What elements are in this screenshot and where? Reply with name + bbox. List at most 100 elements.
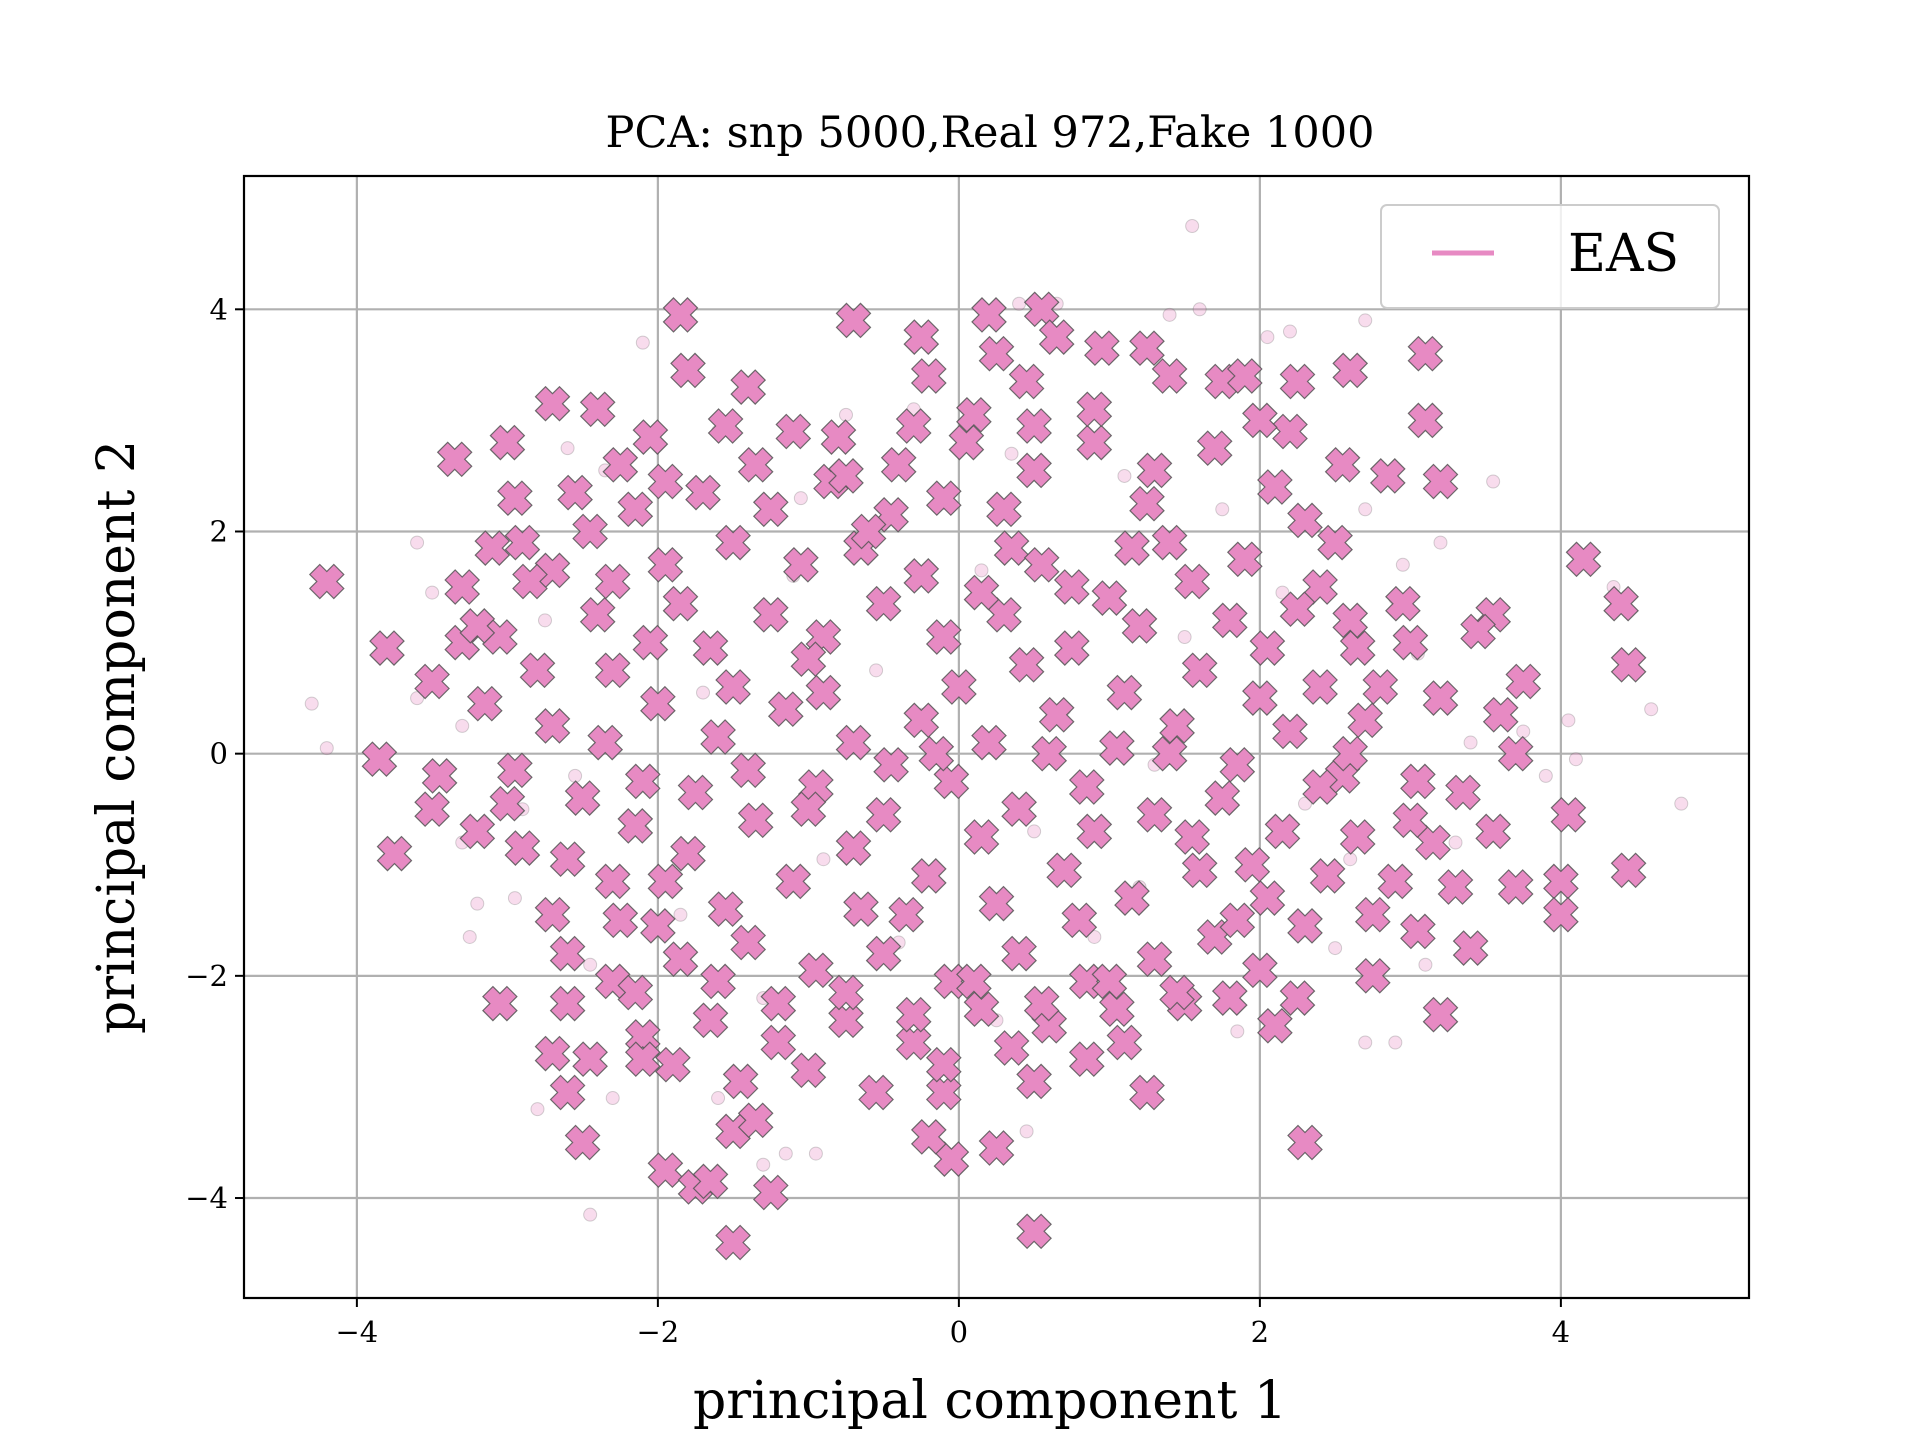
fake-point-243 — [1392, 624, 1429, 661]
fake-point-179 — [1242, 952, 1278, 989]
fake-point-160 — [1181, 852, 1218, 889]
fake-point-49 — [1038, 319, 1075, 355]
fake-point-263 — [670, 835, 706, 872]
fake-point-138 — [971, 724, 1007, 761]
real-point-74 — [869, 663, 884, 678]
fake-point-146 — [564, 780, 601, 816]
real-point-79 — [1463, 735, 1478, 750]
real-point-39 — [711, 1091, 726, 1106]
fake-point-21 — [482, 985, 518, 1022]
fake-point-238 — [1400, 913, 1436, 950]
fake-point-40 — [662, 297, 699, 333]
fake-point-58 — [1332, 352, 1369, 389]
fake-point-252 — [850, 513, 887, 550]
fake-point-254 — [1129, 485, 1165, 522]
fake-point-83 — [1287, 1124, 1323, 1161]
real-point-17 — [462, 929, 477, 944]
plot-area — [242, 174, 1751, 1300]
fake-point-134 — [1219, 746, 1256, 783]
fake-point-239 — [1437, 869, 1474, 905]
x-tick-label-0: −4 — [336, 1315, 379, 1349]
fake-point-59 — [1407, 335, 1444, 372]
fake-point-143 — [640, 685, 676, 722]
y-tick-label-4: 4 — [210, 292, 228, 326]
fake-point-79 — [1475, 813, 1512, 850]
real-point-27 — [1433, 535, 1448, 550]
real-point-42 — [583, 957, 598, 972]
fake-point-97 — [1445, 774, 1481, 811]
fake-point-53 — [1129, 330, 1165, 367]
fake-point-264 — [963, 819, 1000, 855]
real-point-16 — [470, 896, 485, 911]
fake-point-122 — [692, 630, 729, 666]
fake-point-220 — [512, 563, 548, 600]
fake-point-245 — [1076, 391, 1113, 428]
fake-point-64 — [1272, 413, 1308, 450]
fake-point-104 — [1302, 569, 1338, 605]
fake-point-276 — [918, 735, 955, 772]
real-point-31 — [1388, 1035, 1403, 1050]
fake-point-12 — [504, 524, 541, 561]
fake-point-123 — [752, 596, 789, 633]
real-point-12 — [425, 585, 440, 600]
real-point-14 — [410, 691, 425, 706]
fake-point-93 — [933, 1141, 970, 1177]
fake-point-169 — [602, 902, 639, 939]
fake-point-255 — [941, 669, 977, 705]
fake-point-269 — [1234, 846, 1271, 883]
fake-point-191 — [858, 1074, 894, 1111]
y-tick-label-0: −4 — [185, 1181, 228, 1215]
fake-point-50 — [978, 335, 1015, 372]
y-axis-label: principal component 2 — [87, 440, 147, 1034]
fake-point-70 — [1482, 696, 1519, 733]
fake-point-196 — [715, 524, 751, 561]
real-point-78 — [568, 768, 583, 783]
fake-point-135 — [1159, 708, 1195, 744]
fake-point-154 — [1068, 769, 1105, 805]
fake-point-44 — [835, 302, 872, 339]
fake-point-81 — [1422, 996, 1459, 1033]
fake-point-28 — [617, 974, 654, 1011]
fake-point-212 — [1016, 452, 1052, 489]
legend: EAS — [1380, 204, 1720, 309]
fake-point-71 — [1497, 735, 1534, 772]
fake-point-270 — [1302, 769, 1338, 805]
fake-point-26 — [572, 1041, 608, 1078]
fake-point-175 — [1001, 935, 1037, 972]
fake-point-219 — [557, 474, 593, 511]
real-point-40 — [530, 1102, 545, 1117]
fake-point-109 — [1114, 530, 1150, 566]
fake-point-226 — [640, 908, 676, 944]
fake-point-9 — [436, 441, 473, 478]
fake-point-172 — [798, 952, 834, 989]
fake-point-224 — [549, 841, 586, 878]
fake-point-195 — [647, 546, 684, 583]
fake-point-203 — [1151, 524, 1188, 561]
fake-point-39 — [579, 391, 616, 428]
fake-point-159 — [1249, 880, 1286, 916]
fake-point-130 — [1181, 652, 1218, 689]
fake-point-156 — [1204, 780, 1241, 816]
fake-point-158 — [1309, 858, 1346, 894]
fake-point-73 — [1460, 613, 1496, 650]
fake-point-214 — [1136, 452, 1173, 489]
real-point-44 — [839, 407, 853, 422]
fake-point-46 — [910, 358, 947, 394]
fake-point-94 — [910, 1119, 947, 1155]
real-point-5 — [1192, 302, 1207, 317]
fake-point-208 — [594, 563, 631, 600]
fake-point-57 — [1279, 363, 1316, 400]
fake-point-251 — [632, 419, 669, 455]
fake-point-271 — [594, 652, 631, 689]
fake-point-148 — [677, 774, 714, 811]
fake-point-4 — [414, 791, 450, 828]
fake-point-267 — [1106, 674, 1143, 711]
fake-point-84 — [1279, 980, 1316, 1016]
fake-point-80 — [1452, 930, 1489, 966]
fake-point-105 — [1317, 524, 1353, 561]
fake-point-253 — [986, 491, 1022, 528]
real-point-22 — [1561, 713, 1576, 728]
fake-point-140 — [835, 724, 872, 761]
real-point-77 — [673, 907, 688, 922]
